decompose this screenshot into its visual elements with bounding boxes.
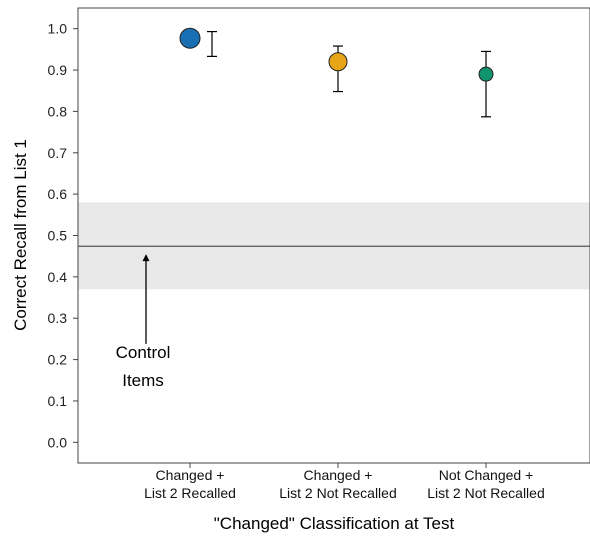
y-tick-label: 0.8: [48, 103, 68, 119]
y-tick-label: 0.0: [48, 434, 68, 450]
annotation-line1: Control: [116, 343, 171, 362]
y-tick-label: 0.9: [48, 62, 68, 78]
x-tick-label-line2: List 2 Not Recalled: [427, 485, 545, 501]
x-axis-title: "Changed" Classification at Test: [214, 514, 455, 533]
y-tick-label: 0.3: [48, 310, 68, 326]
y-tick-label: 0.5: [48, 228, 68, 244]
data-point: [478, 66, 494, 82]
x-tick-label-line1: Not Changed +: [439, 467, 534, 483]
data-point: [328, 52, 348, 72]
annotation-arrow-head: [142, 254, 150, 262]
x-tick-label-line2: List 2 Not Recalled: [279, 485, 397, 501]
x-axis-ticks: Changed + List 2 Recalled Changed + List 2 …: [144, 463, 545, 501]
annotation-line2: Items: [122, 371, 164, 390]
y-tick-label: 0.2: [48, 352, 68, 368]
y-tick-label: 0.4: [48, 269, 68, 285]
x-tick-label-line2: List 2 Recalled: [144, 485, 236, 501]
y-tick-label: 1.0: [48, 21, 68, 37]
y-axis-ticks: 0.0 0.1 0.2 0.3 0.4 0.5 0.6 0.7 0.8 0.9 1.0: [48, 21, 78, 450]
data-points: [179, 27, 494, 118]
y-tick-label: 0.7: [48, 145, 68, 161]
y-tick-label: 0.6: [48, 186, 68, 202]
y-axis-title: Correct Recall from List 1: [11, 139, 30, 331]
x-tick-label-line1: Changed +: [304, 467, 373, 483]
x-tick-label-line1: Changed +: [156, 467, 225, 483]
data-point: [179, 27, 201, 49]
y-tick-label: 0.1: [48, 393, 68, 409]
control-annotation: Control Items: [116, 254, 171, 390]
